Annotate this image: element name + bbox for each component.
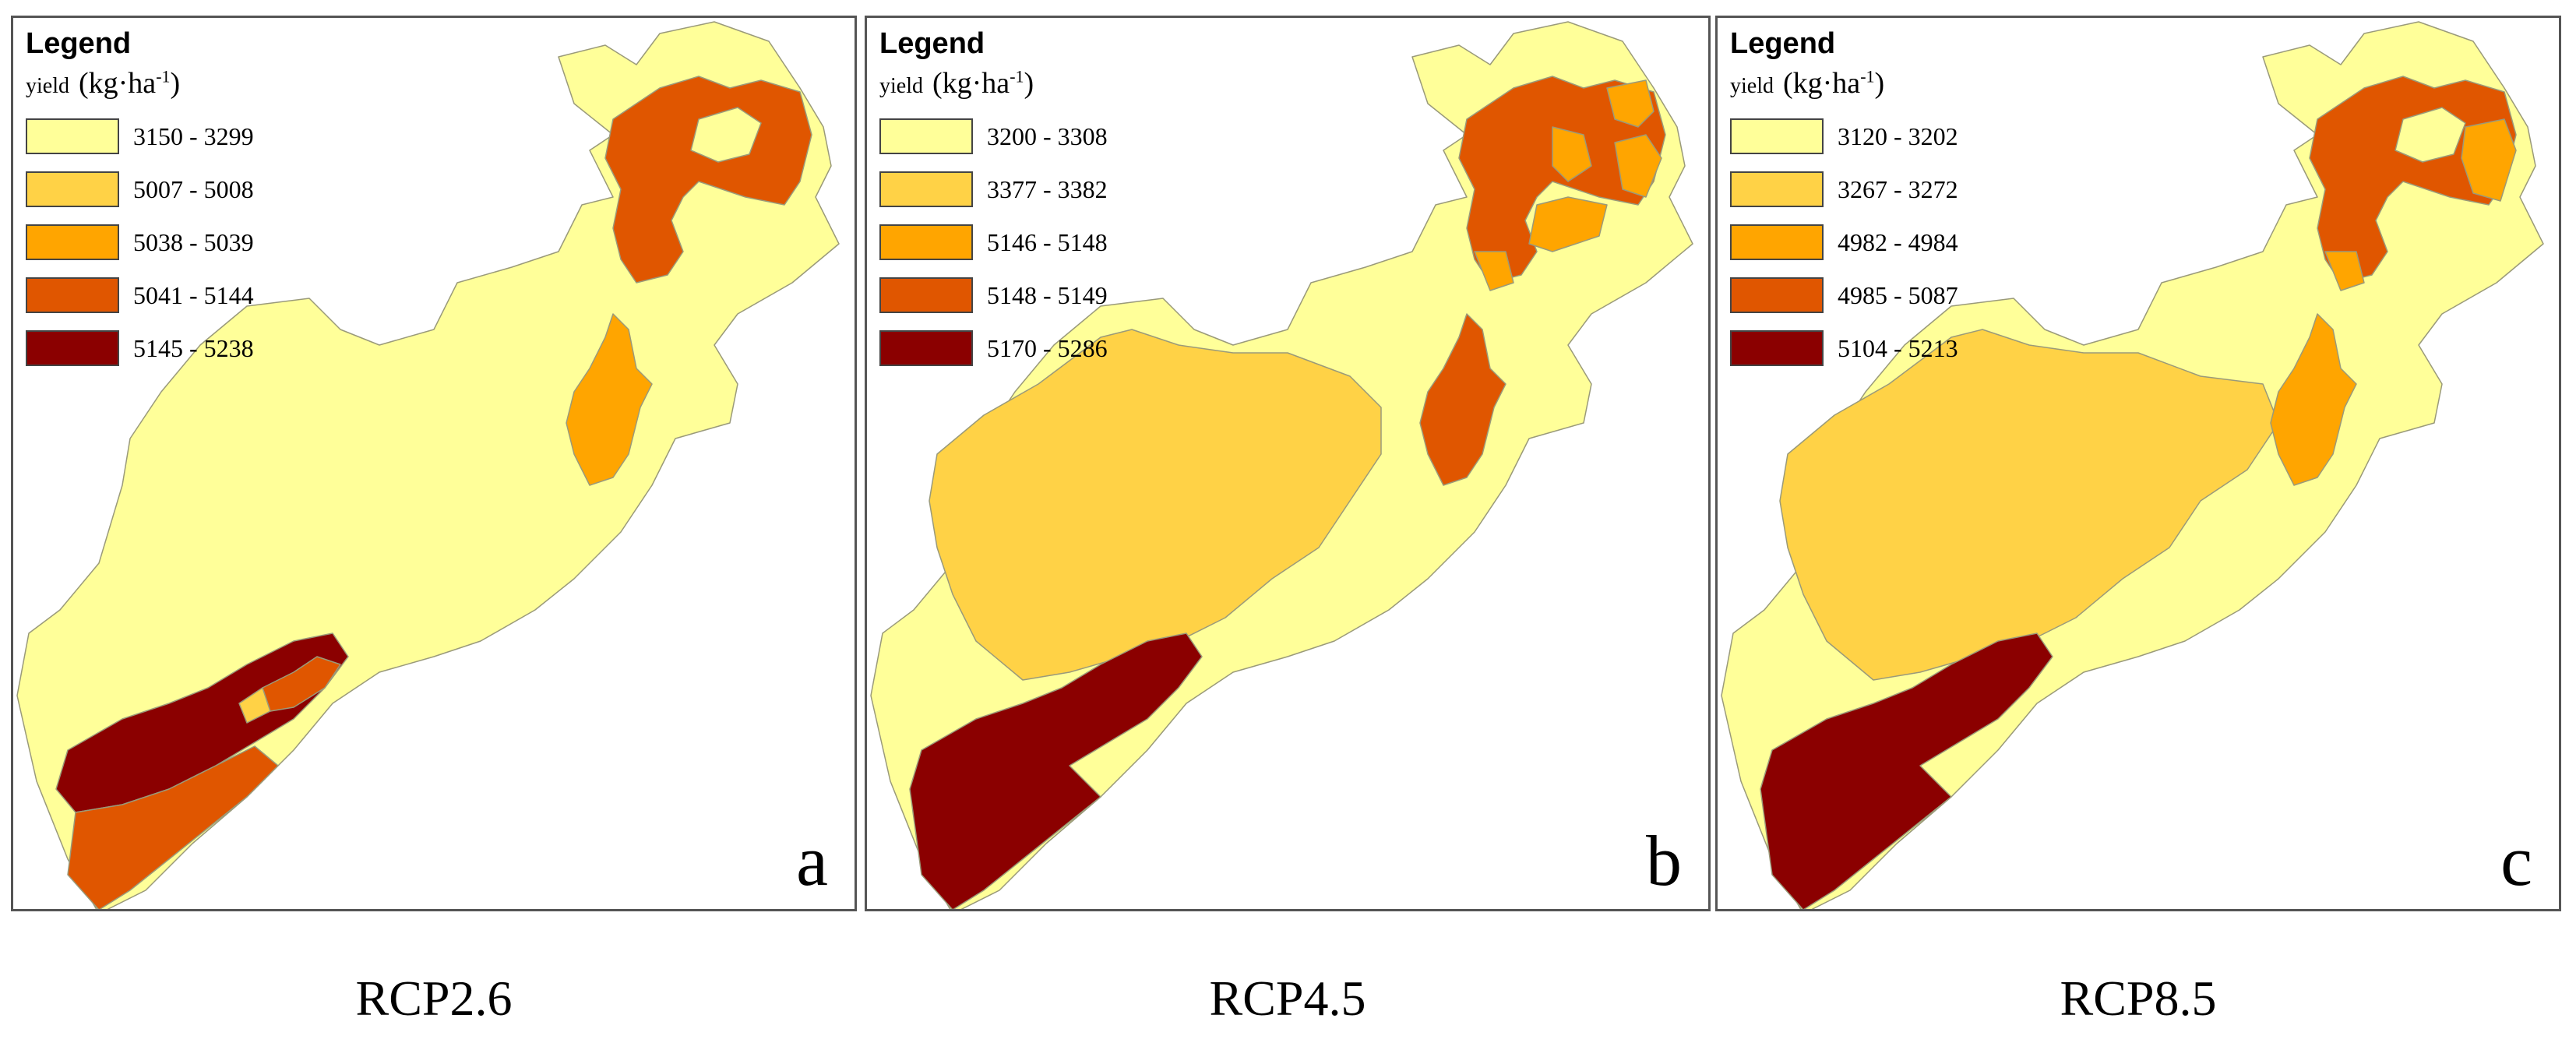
map-panel-rcp26: Legend yield (kg·ha-1) 3150 - 3299 5007 -… (11, 16, 857, 911)
panel-letter: a (796, 821, 828, 900)
legend-label: 5170 - 5286 (987, 333, 1108, 362)
legend: Legend yield (kg·ha-1) 3150 - 3299 5007 -… (26, 26, 254, 372)
legend-item: 5145 - 5238 (26, 325, 254, 372)
legend-label: 5146 - 5148 (987, 227, 1108, 256)
legend-title: Legend (1730, 27, 1836, 60)
region-south-dark (1760, 632, 2053, 909)
legend-item: 5038 - 5039 (26, 219, 254, 266)
legend-label: 5041 - 5144 (133, 280, 254, 309)
panel-letter: c (2500, 821, 2532, 900)
legend-item: 3267 - 3272 (1730, 166, 1958, 213)
legend-label: 4985 - 5087 (1838, 280, 1958, 309)
legend-swatch (26, 330, 119, 366)
legend-item: 4982 - 4984 (1730, 219, 1958, 266)
scenario-caption-rcp45: RCP4.5 (1209, 971, 1366, 1026)
legend-item: 5007 - 5008 (26, 166, 254, 213)
legend-subtitle: yield (kg·ha-1) (26, 66, 254, 107)
legend-swatch (1730, 171, 1824, 207)
legend-swatch (1730, 224, 1824, 260)
legend-item: 5148 - 5149 (879, 272, 1108, 319)
region-south-strip (262, 656, 341, 712)
region-northeast-sub-1 (1606, 79, 1654, 128)
scenario-caption-rcp26: RCP2.6 (355, 971, 513, 1026)
legend-field-name: yield (1730, 74, 1774, 98)
region-west-central (929, 329, 1382, 681)
legend-swatch (26, 277, 119, 313)
region-central-east (1419, 313, 1506, 486)
legend-item: 3120 - 3202 (1730, 113, 1958, 160)
legend: Legend yield (kg·ha-1) 3120 - 3202 3267 -… (1730, 26, 1958, 372)
legend-swatch (879, 171, 973, 207)
yield-map-rcp85 (1721, 21, 2544, 909)
scenario-caption-rcp85: RCP8.5 (2060, 971, 2217, 1026)
region-northeast (1458, 76, 1666, 284)
legend-label: 5038 - 5039 (133, 227, 254, 256)
legend-swatch (1730, 330, 1824, 366)
legend-swatch (879, 224, 973, 260)
legend-unit: (kg·ha-1) (1783, 66, 1885, 100)
legend-item: 3200 - 3308 (879, 113, 1108, 160)
legend-unit: (kg·ha-1) (79, 66, 181, 100)
legend-swatch (26, 171, 119, 207)
region-northeast-sub-4 (1528, 196, 1608, 252)
legend-item: 4985 - 5087 (1730, 272, 1958, 319)
region-central-east (566, 313, 653, 486)
legend: Legend yield (kg·ha-1) 3200 - 3308 3377 -… (879, 26, 1108, 372)
legend-title: Legend (26, 27, 132, 60)
legend-item: 3377 - 3382 (879, 166, 1108, 213)
legend-field-name: yield (26, 74, 69, 98)
legend-label: 5148 - 5149 (987, 280, 1108, 309)
region-northeast (2309, 76, 2517, 284)
legend-label: 3377 - 3382 (987, 174, 1108, 203)
legend-subtitle: yield (kg·ha-1) (1730, 66, 1958, 107)
legend-label: 3150 - 3299 (133, 122, 254, 150)
region-northeast (604, 76, 812, 284)
legend-swatch (1730, 118, 1824, 154)
region-northeast-hole (690, 107, 762, 163)
panel-letter: b (1646, 821, 1682, 900)
region-central-east (2270, 313, 2357, 486)
region-south-dark (909, 632, 1203, 909)
region-west-central (1779, 329, 2279, 681)
legend-label: 5104 - 5213 (1838, 333, 1958, 362)
legend-item: 5104 - 5213 (1730, 325, 1958, 372)
legend-field-name: yield (879, 74, 923, 98)
legend-label: 3200 - 3308 (987, 122, 1108, 150)
legend-item: 3150 - 3299 (26, 113, 254, 160)
legend-label: 3267 - 3272 (1838, 174, 1958, 203)
legend-item: 5041 - 5144 (26, 272, 254, 319)
map-panel-rcp85: Legend yield (kg·ha-1) 3120 - 3202 3267 -… (1715, 16, 2561, 911)
legend-unit: (kg·ha-1) (932, 66, 1034, 100)
legend-item: 5170 - 5286 (879, 325, 1108, 372)
region-south-orange (67, 745, 279, 909)
legend-subtitle: yield (kg·ha-1) (879, 66, 1108, 107)
region-northeast-sub-2 (2324, 251, 2365, 291)
legend-swatch (879, 330, 973, 366)
legend-swatch (879, 118, 973, 154)
yield-map-rcp45 (870, 21, 1693, 909)
legend-label: 4982 - 4984 (1838, 227, 1958, 256)
legend-label: 3120 - 3202 (1838, 122, 1958, 150)
region-northeast-sub-1 (2461, 118, 2517, 202)
region-northeast-sub-2 (1614, 134, 1662, 198)
region-northeast-sub-5 (1474, 251, 1514, 291)
legend-item: 5146 - 5148 (879, 219, 1108, 266)
legend-swatch (26, 118, 119, 154)
legend-label: 5007 - 5008 (133, 174, 254, 203)
legend-title: Legend (879, 27, 985, 60)
legend-swatch (879, 277, 973, 313)
legend-label: 5145 - 5238 (133, 333, 254, 362)
legend-swatch (1730, 277, 1824, 313)
legend-swatch (26, 224, 119, 260)
map-panel-rcp45: Legend yield (kg·ha-1) 3200 - 3308 3377 -… (865, 16, 1711, 911)
region-south-light-strip (238, 687, 271, 724)
region-northeast-hole (2395, 107, 2466, 163)
yield-map-rcp26 (16, 21, 840, 909)
region-northeast-sub-3 (1552, 126, 1592, 182)
